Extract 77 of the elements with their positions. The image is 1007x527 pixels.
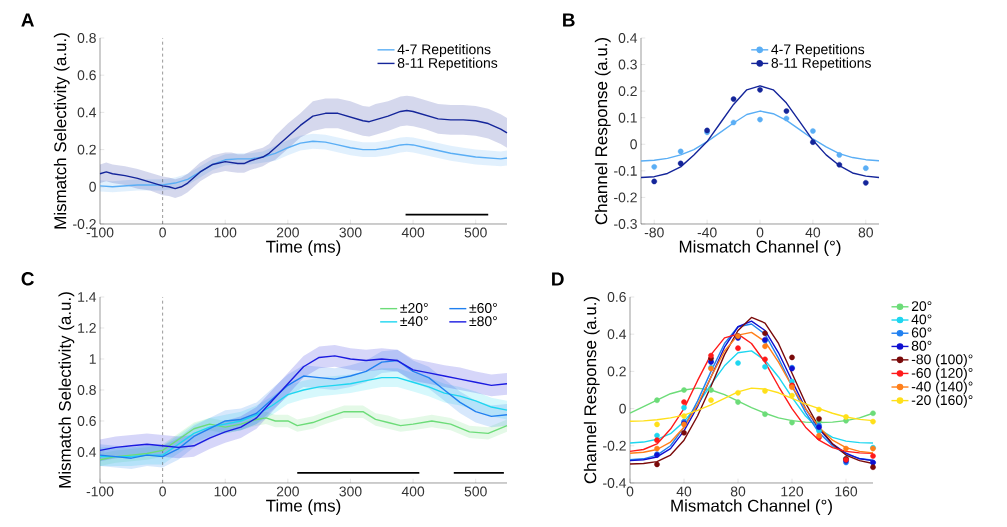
legend-label: ±20° — [400, 303, 428, 313]
x-tick-label: 0 — [159, 227, 166, 238]
legend-label: -60 (120)° — [911, 367, 973, 381]
y-tick-label: 0.4 — [77, 447, 97, 457]
x-tick-label: 0 — [159, 486, 166, 497]
x-tick-label: 500 — [464, 486, 487, 497]
chart-title: D — [552, 272, 564, 286]
y-tick-label: -0.4 — [603, 478, 627, 488]
chart-title: B — [563, 13, 575, 27]
x-tick-label: 500 — [464, 227, 487, 238]
legend-label: ±60° — [469, 303, 497, 313]
y-tick-label: 0.3 — [618, 59, 637, 70]
x-tick-label: 0 — [756, 227, 764, 238]
x-tick-label: 200 — [276, 227, 299, 238]
y-axis-title: Mismatch Selectivity (a.u.) — [53, 33, 70, 229]
x-tick-label: -100 — [86, 227, 114, 238]
legend-label: 8-11 Repetitions — [771, 57, 871, 71]
y-tick-label: 0.2 — [607, 366, 626, 377]
x-tick-label: 300 — [339, 227, 362, 238]
x-axis-title: Mismatch Channel (°) — [671, 499, 832, 515]
x-tick-label: 400 — [401, 486, 425, 497]
legend-label: -20 (160)° — [911, 394, 973, 408]
x-axis-title: Mismatch Channel (°) — [679, 240, 841, 256]
x-tick-label: 120 — [781, 486, 804, 497]
y-tick-label: 0 — [630, 139, 637, 150]
y-axis-title: Mismatch Selectivity (a.u.) — [58, 292, 75, 488]
y-tick-label: -0.2 — [603, 440, 626, 451]
legend-label: 60° — [911, 327, 932, 338]
legend-label: 20° — [911, 301, 932, 312]
y-tick-label: 1.2 — [78, 323, 96, 333]
legend-label: 80° — [911, 340, 932, 351]
y-tick-label: 0.8 — [77, 33, 96, 43]
y-axis-title: Channel Response (a.u.) — [594, 37, 611, 225]
legend-label: ±80° — [469, 316, 497, 327]
y-tick-label: 0.6 — [77, 416, 96, 426]
y-tick-label: 0.2 — [77, 144, 96, 155]
y-tick-label: -0.2 — [73, 219, 96, 229]
y-axis-title: Channel Response (a.u.) — [583, 296, 600, 484]
y-tick-label: 0.8 — [77, 385, 96, 395]
x-axis-title: Time (ms) — [266, 240, 341, 256]
x-tick-label: 100 — [214, 227, 237, 238]
x-tick-label: 80 — [730, 486, 746, 497]
x-tick-label: -100 — [86, 486, 114, 497]
y-tick-label: 1 — [89, 354, 96, 364]
y-tick-label: 1.4 — [78, 292, 97, 302]
legend-label: 40° — [911, 314, 932, 325]
legend-label: 4-7 Repetitions — [397, 44, 491, 58]
x-tick-label: -40 — [697, 227, 717, 238]
legend-label: 8-11 Repetitions — [397, 57, 498, 71]
y-tick-label: 0 — [619, 403, 626, 414]
x-tick-label: 80 — [858, 227, 874, 238]
y-tick-label: -0.1 — [614, 165, 637, 176]
y-tick-label: 0.1 — [618, 112, 637, 123]
y-tick-label: -0.2 — [614, 192, 637, 203]
legend-label: ±40° — [400, 316, 428, 327]
x-tick-label: 100 — [214, 486, 237, 497]
x-tick-label: 400 — [401, 227, 425, 238]
x-tick-label: 200 — [276, 486, 299, 497]
legend-label: 4-7 Repetitions — [771, 44, 865, 58]
y-tick-label: 0 — [89, 181, 96, 192]
legend-label: -40 (140)° — [911, 381, 973, 395]
chart-title: C — [21, 272, 34, 286]
y-tick-label: 0.4 — [607, 329, 627, 340]
y-tick-label: -0.3 — [614, 219, 637, 229]
y-tick-label: 0.4 — [77, 107, 97, 118]
x-tick-label: -80 — [644, 227, 664, 238]
chart-title: A — [21, 13, 34, 27]
x-tick-label: 40 — [676, 486, 692, 497]
legend-label: -80 (100)° — [911, 354, 973, 368]
y-tick-label: 0.6 — [607, 292, 626, 302]
x-tick-label: 40 — [805, 227, 821, 238]
y-tick-label: 0.2 — [618, 86, 637, 97]
y-tick-label: 0.4 — [618, 33, 638, 43]
x-tick-label: 300 — [339, 486, 362, 497]
y-tick-label: 0.6 — [77, 70, 96, 81]
x-tick-label: 160 — [835, 486, 858, 497]
x-axis-title: Time (ms) — [266, 499, 341, 515]
